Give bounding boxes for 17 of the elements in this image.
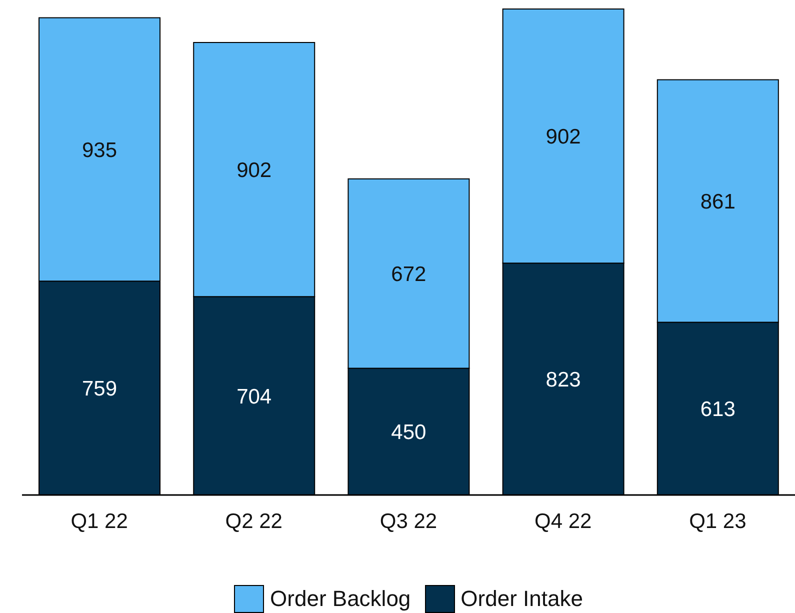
data-label: 672 [391,263,426,286]
x-tick-label: Q3 22 [380,510,438,533]
data-label: 902 [546,126,581,149]
legend-label: Order Intake [460,586,583,612]
x-tick-label: Q2 22 [225,510,283,533]
data-label: 935 [82,138,118,162]
data-label: 450 [391,421,426,444]
data-label: 613 [700,398,736,422]
data-label: 861 [700,190,736,214]
data-label: 902 [236,159,272,182]
data-label: 704 [236,385,272,408]
x-tick-label: Q1 22 [70,510,128,533]
x-tick-label: Q1 23 [689,510,746,533]
data-label: 759 [82,378,118,401]
legend-label: Order Backlog [270,586,411,612]
data-label: 823 [546,368,581,392]
x-tick-label: Q4 22 [534,510,592,533]
